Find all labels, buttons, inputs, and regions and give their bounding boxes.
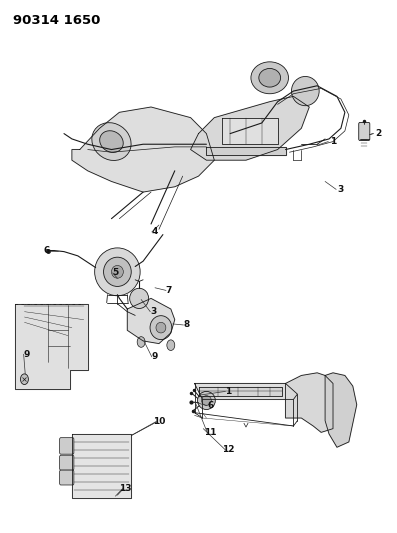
Polygon shape [72,107,214,192]
Ellipse shape [198,391,215,409]
Ellipse shape [92,123,131,160]
Text: 1: 1 [330,137,336,146]
Ellipse shape [104,257,131,286]
Text: 1: 1 [225,387,231,396]
FancyBboxPatch shape [60,438,74,454]
Circle shape [167,340,175,351]
Circle shape [21,374,29,384]
Polygon shape [127,298,175,344]
Ellipse shape [156,322,166,333]
Ellipse shape [112,265,123,278]
Text: 8: 8 [183,320,190,329]
Polygon shape [222,118,278,144]
Ellipse shape [100,131,123,152]
Text: 3: 3 [150,307,156,316]
Text: 12: 12 [222,446,234,455]
FancyBboxPatch shape [359,123,370,141]
Polygon shape [206,147,285,155]
Polygon shape [191,96,309,160]
Ellipse shape [259,68,281,87]
Polygon shape [325,373,357,447]
FancyBboxPatch shape [60,455,74,470]
FancyBboxPatch shape [60,470,74,485]
Ellipse shape [291,76,319,106]
Polygon shape [15,304,88,389]
Ellipse shape [201,395,211,405]
Text: 6: 6 [207,401,214,410]
Text: 10: 10 [153,417,165,426]
Polygon shape [198,386,281,396]
Text: 90314 1650: 90314 1650 [13,14,100,27]
Ellipse shape [150,316,172,340]
Text: 6: 6 [43,246,49,255]
Ellipse shape [251,62,289,94]
Polygon shape [195,383,297,399]
Ellipse shape [94,248,140,296]
Text: 9: 9 [23,350,30,359]
Text: 2: 2 [376,129,382,138]
Polygon shape [72,434,131,498]
Text: 11: 11 [204,428,217,437]
Text: 13: 13 [119,484,131,493]
Text: 3: 3 [338,185,344,194]
Text: 7: 7 [166,286,172,295]
Text: 5: 5 [112,269,119,277]
Polygon shape [285,373,333,432]
Text: 4: 4 [152,228,158,237]
Circle shape [137,337,145,348]
Ellipse shape [130,288,148,309]
Text: 9: 9 [152,352,158,361]
